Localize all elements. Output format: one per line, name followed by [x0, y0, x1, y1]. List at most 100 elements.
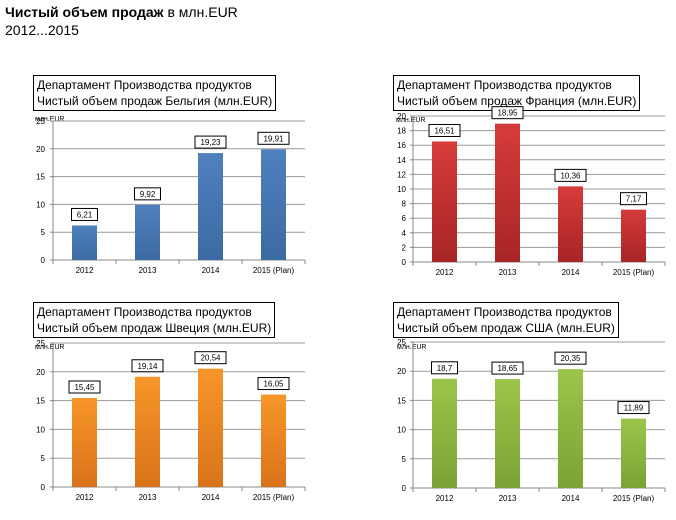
x-tick-label: 2014 [202, 266, 220, 275]
bar [198, 153, 223, 260]
y-axis-unit-label: млн.EUR [396, 117, 426, 124]
data-label: 16,51 [434, 126, 455, 135]
bar [135, 376, 160, 487]
y-tick-label: 10 [36, 200, 45, 209]
y-tick-label: 5 [41, 454, 46, 463]
y-tick-label: 0 [402, 484, 407, 493]
data-label-box [257, 131, 290, 145]
y-tick-label: 18 [397, 127, 406, 136]
data-label: 20,35 [560, 354, 581, 363]
y-tick-label: 10 [397, 426, 406, 435]
data-label-box [620, 192, 647, 206]
bar [432, 141, 457, 262]
data-label: 7,17 [626, 195, 642, 204]
y-tick-label: 5 [402, 455, 407, 464]
x-tick-label: 2015 (Plan) [253, 266, 295, 275]
x-tick-label: 2012 [76, 493, 94, 502]
x-tick-label: 2013 [139, 266, 157, 275]
y-tick-label: 15 [397, 396, 406, 405]
chart-title-line-2: Чистый объем продаж Швеция (млн.EUR) [37, 321, 272, 335]
data-label: 19,91 [263, 134, 284, 143]
y-tick-label: 20 [397, 367, 406, 376]
chart-title: Департамент Производства продуктов Чисты… [33, 75, 277, 111]
bar [198, 368, 223, 487]
bar [432, 378, 457, 488]
data-label-box [134, 187, 161, 201]
y-tick-label: 20 [36, 145, 45, 154]
data-label: 11,89 [624, 404, 644, 413]
y-tick-label: 0 [41, 483, 46, 492]
x-tick-label: 2013 [139, 493, 157, 502]
data-label: 9,92 [140, 190, 156, 199]
chart-title-line-2: Чистый объем продаж Бельгия (млн.EUR) [37, 94, 273, 108]
data-label: 16,05 [263, 380, 284, 389]
bar [495, 123, 520, 262]
y-tick-label: 10 [36, 425, 45, 434]
data-label-box [554, 168, 587, 182]
data-label-box [257, 377, 290, 391]
data-label: 19,14 [137, 362, 158, 371]
x-tick-label: 2014 [562, 268, 580, 277]
y-tick-label: 15 [36, 173, 45, 182]
data-label-box [428, 123, 461, 137]
y-tick-label: 2 [402, 243, 407, 252]
chart-title: Департамент Производства продуктов Чисты… [393, 75, 641, 111]
bar [495, 379, 520, 488]
data-label-box [194, 135, 227, 149]
chart-title: Департамент Производства продуктов Чисты… [33, 302, 276, 338]
y-axis-unit-label: млн.EUR [35, 116, 65, 123]
y-tick-label: 25 [36, 339, 45, 348]
data-label: 6,21 [77, 210, 93, 219]
chart-title-line-2: Чистый объем продаж США (млн.EUR) [397, 321, 615, 335]
y-tick-label: 20 [36, 368, 45, 377]
data-label: 20,54 [200, 354, 221, 363]
bar [135, 204, 160, 260]
bar [621, 209, 646, 262]
data-label-box [617, 401, 650, 415]
chart-title-line-1: Департамент Производства продуктов [397, 78, 612, 92]
x-tick-label: 2012 [76, 266, 94, 275]
page-title-unit: в млн.EUR [163, 4, 238, 20]
y-tick-label: 12 [397, 170, 406, 179]
data-label-box [554, 351, 587, 365]
page-title: Чистый объем продаж в млн.EUR [5, 4, 238, 21]
y-tick-label: 0 [402, 258, 407, 267]
data-label: 18,65 [497, 364, 518, 373]
bar [621, 418, 646, 488]
x-tick-label: 2015 (Plan) [253, 493, 295, 502]
y-axis-unit-label: млн.EUR [35, 344, 65, 351]
y-tick-label: 15 [36, 397, 45, 406]
bar [72, 225, 97, 260]
x-tick-label: 2012 [436, 494, 454, 503]
chart-title-line-1: Департамент Производства продуктов [37, 78, 252, 92]
data-label-box [131, 359, 164, 373]
bar [558, 369, 583, 488]
x-tick-label: 2015 (Plan) [613, 494, 655, 503]
data-label: 15,45 [74, 383, 95, 392]
x-tick-label: 2013 [499, 268, 517, 277]
data-label-box [431, 361, 458, 375]
y-tick-label: 5 [41, 228, 46, 237]
chart-title-line-1: Департамент Производства продуктов [37, 305, 252, 319]
bar [72, 398, 97, 487]
y-tick-label: 6 [402, 214, 407, 223]
bar [261, 394, 286, 487]
x-tick-label: 2014 [202, 493, 220, 502]
y-axis-unit-label: млн.EUR [397, 344, 427, 351]
chart-title-line-1: Департамент Производства продуктов [397, 305, 612, 319]
y-tick-label: 16 [397, 141, 406, 150]
y-tick-label: 0 [41, 256, 46, 265]
y-tick-label: 10 [397, 185, 406, 194]
chart-title-line-2: Чистый объем продаж Франция (млн.EUR) [397, 94, 637, 108]
data-label-box [491, 361, 524, 375]
y-tick-label: 25 [397, 338, 406, 347]
data-label: 18,95 [497, 109, 518, 118]
y-tick-label: 4 [402, 229, 407, 238]
y-tick-label: 20 [397, 112, 406, 121]
y-tick-label: 25 [36, 117, 45, 126]
data-label-box [491, 106, 524, 120]
